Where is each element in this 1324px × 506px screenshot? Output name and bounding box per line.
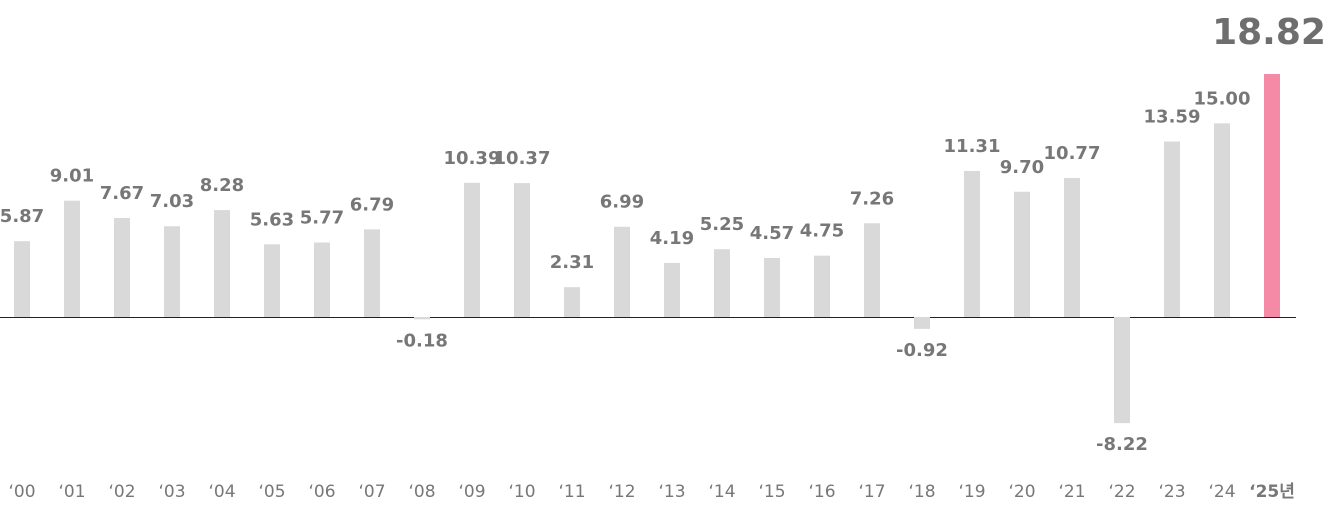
value-label: 4.19 xyxy=(650,228,694,249)
value-label: 9.70 xyxy=(1000,157,1044,178)
x-tick-label: ‘06 xyxy=(308,482,335,502)
value-label: 7.67 xyxy=(100,183,144,204)
x-tick-label: ‘18 xyxy=(908,482,935,502)
x-tick-label: ‘20 xyxy=(1008,482,1035,502)
value-label: 9.01 xyxy=(50,166,94,187)
x-tick-label: ‘24 xyxy=(1208,482,1235,502)
value-label: 5.25 xyxy=(700,214,744,235)
x-tick-label: ‘22 xyxy=(1108,482,1135,502)
x-tick-label: ‘01 xyxy=(58,482,85,502)
value-label: 4.57 xyxy=(750,223,794,244)
value-label: 5.63 xyxy=(250,209,294,230)
bar xyxy=(314,242,330,317)
value-label: 6.79 xyxy=(350,194,394,215)
x-tick-label: ‘23 xyxy=(1158,482,1185,502)
x-tick-label: ‘03 xyxy=(158,482,185,502)
x-tick-label: ‘00 xyxy=(8,482,35,502)
value-label: 10.77 xyxy=(1044,143,1101,164)
value-label: -0.92 xyxy=(896,340,948,361)
bar xyxy=(914,317,930,329)
bar xyxy=(664,262,680,317)
x-tick-label: ‘19 xyxy=(958,482,985,502)
bar xyxy=(964,170,980,317)
bar xyxy=(614,226,630,317)
bar xyxy=(1214,123,1230,317)
x-tick-label: ‘25년 xyxy=(1249,482,1295,502)
bar xyxy=(164,226,180,317)
x-tick-label: ‘12 xyxy=(608,482,635,502)
x-tick-label: ‘17 xyxy=(858,482,885,502)
x-tick-label: ‘13 xyxy=(658,482,685,502)
value-label: 7.03 xyxy=(150,191,194,212)
bar xyxy=(64,200,80,317)
x-tick-label: ‘04 xyxy=(208,482,235,502)
bar xyxy=(214,210,230,317)
value-label: 7.26 xyxy=(850,188,894,209)
x-tick-label: ‘07 xyxy=(358,482,385,502)
bar xyxy=(814,255,830,317)
value-label: 5.87 xyxy=(0,206,44,227)
value-label: 5.77 xyxy=(300,207,344,228)
bar xyxy=(414,317,430,320)
x-tick-label: ‘15 xyxy=(758,482,785,502)
x-tick-label: ‘16 xyxy=(808,482,835,502)
x-tick-label: ‘05 xyxy=(258,482,285,502)
bar xyxy=(564,287,580,317)
bar xyxy=(464,182,480,317)
value-label: -8.22 xyxy=(1096,434,1148,455)
bar xyxy=(864,223,880,317)
bar xyxy=(264,244,280,317)
value-label: 8.28 xyxy=(200,175,244,196)
value-label: 2.31 xyxy=(550,252,594,273)
bar xyxy=(14,241,30,317)
value-label: 15.00 xyxy=(1194,88,1251,109)
bar xyxy=(114,217,130,317)
x-tick-label: ‘10 xyxy=(508,482,535,502)
x-tick-label: ‘14 xyxy=(708,482,735,502)
value-label: 13.59 xyxy=(1144,107,1201,128)
value-label: 6.99 xyxy=(600,192,644,213)
bar xyxy=(364,229,380,317)
value-label: 10.37 xyxy=(494,148,551,169)
x-tick-label: ‘21 xyxy=(1058,482,1085,502)
bar xyxy=(714,249,730,317)
x-tick-label: ‘11 xyxy=(558,482,585,502)
bar xyxy=(764,257,780,317)
value-label: 4.75 xyxy=(800,221,844,242)
x-tick-label: ‘08 xyxy=(408,482,435,502)
bar xyxy=(1064,177,1080,317)
x-tick-label: ‘09 xyxy=(458,482,485,502)
value-label: 18.82 xyxy=(1212,12,1324,53)
x-tick-label: ‘02 xyxy=(108,482,135,502)
bar xyxy=(514,183,530,317)
bar xyxy=(1014,191,1030,317)
bar xyxy=(1114,317,1130,424)
value-label: 11.31 xyxy=(944,136,1001,157)
bar xyxy=(1264,74,1280,317)
value-label: -0.18 xyxy=(396,330,448,351)
value-label: 10.39 xyxy=(444,148,501,169)
bar xyxy=(1164,141,1180,317)
